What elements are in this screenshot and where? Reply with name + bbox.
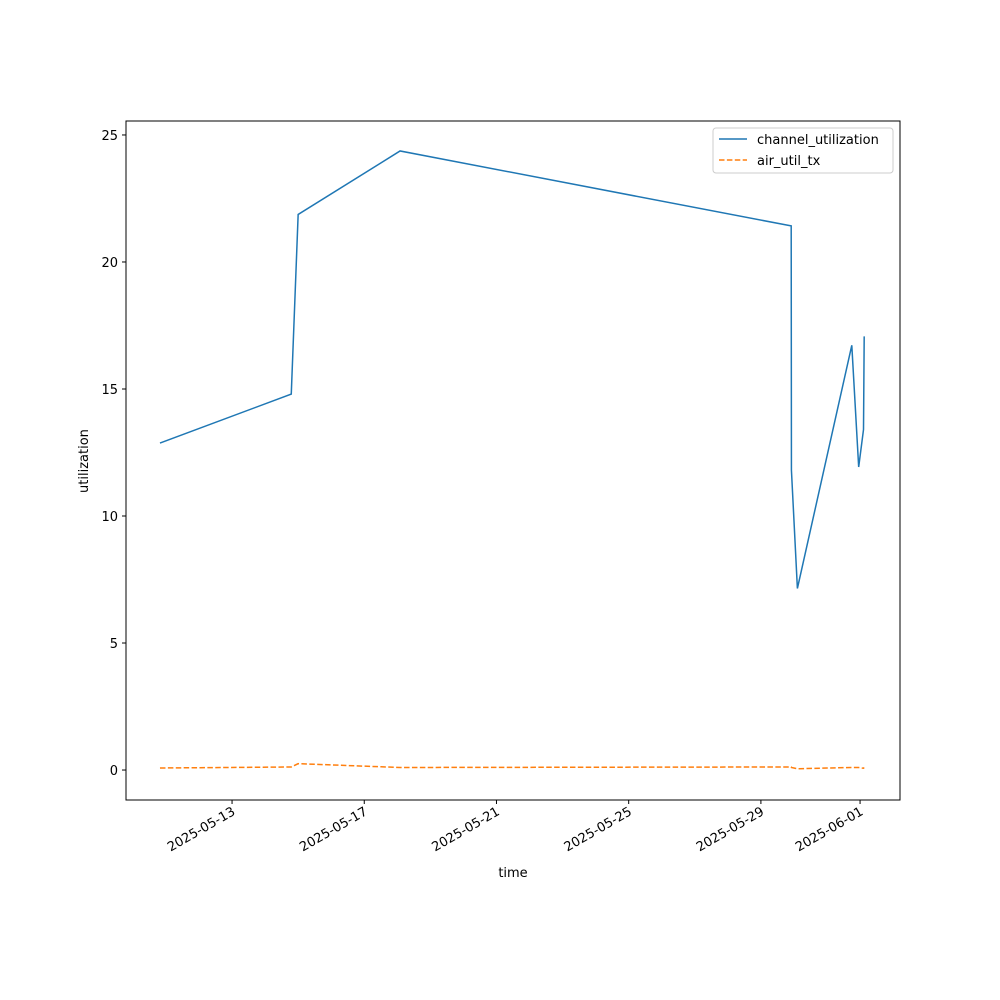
x-tick-label: 2025-05-29 [694,804,767,855]
x-tick-label: 2025-05-17 [297,804,370,855]
y-axis-label: utilization [77,429,92,493]
series-line [159,150,865,589]
legend-label: channel_utilization [757,133,879,148]
legend-box [712,127,894,174]
axes-frame [125,120,901,801]
x-axis-label: time [498,866,527,881]
y-tick-label: 25 [101,129,118,144]
y-tick-label: 10 [101,510,118,525]
x-tick-label: 2025-06-01 [793,804,866,855]
y-tick-label: 20 [101,256,118,271]
x-tick-label: 2025-05-21 [430,804,503,855]
y-tick-label: 0 [110,764,118,779]
series-line [159,762,865,770]
x-tick-label: 2025-05-25 [562,804,635,855]
y-tick-label: 5 [110,637,118,652]
x-tick-label: 2025-05-13 [165,804,238,855]
legend-label: air_util_tx [757,154,821,169]
y-tick-label: 15 [101,383,118,398]
